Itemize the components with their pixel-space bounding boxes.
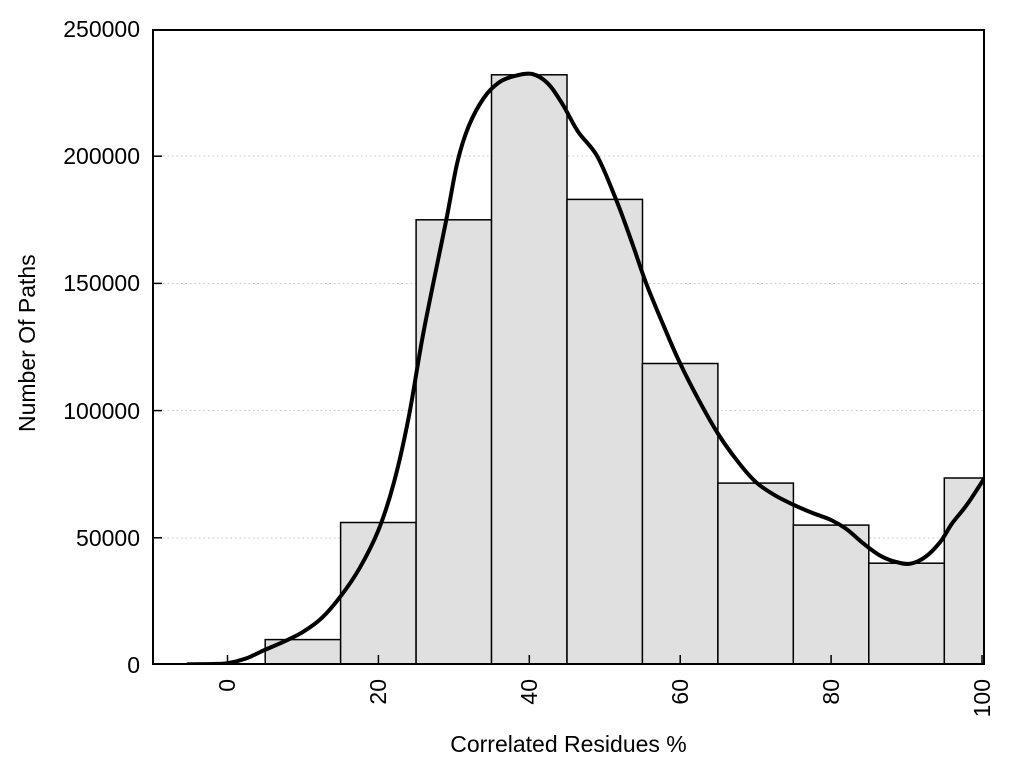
histogram-bar <box>868 562 946 665</box>
plot-border <box>152 29 985 665</box>
y-tick-label: 150000 <box>63 270 140 297</box>
y-tick-label: 250000 <box>63 16 140 42</box>
histogram-bar <box>641 362 719 665</box>
histogram-bar <box>490 74 568 665</box>
x-tick-label: 60 <box>667 679 694 705</box>
plot-area <box>152 29 985 665</box>
y-tick-label: 0 <box>127 652 140 678</box>
histogram-bar <box>717 482 795 665</box>
histogram-bar <box>339 521 417 665</box>
x-tick-label: 40 <box>516 679 543 705</box>
y-tick-label: 200000 <box>63 143 140 170</box>
x-tick-label: 20 <box>365 679 392 705</box>
histogram-bar <box>415 219 493 665</box>
histogram-bar <box>566 198 644 665</box>
histogram-bar <box>792 524 870 665</box>
x-axis-title: Correlated Residues % <box>450 731 687 757</box>
y-tick-label: 100000 <box>63 397 140 424</box>
x-tick-label: 80 <box>818 679 845 705</box>
y-tick-label: 50000 <box>76 524 140 551</box>
x-tick-label: 100 <box>968 679 995 718</box>
density-curve <box>186 71 985 665</box>
x-tick-label: 0 <box>214 679 241 692</box>
